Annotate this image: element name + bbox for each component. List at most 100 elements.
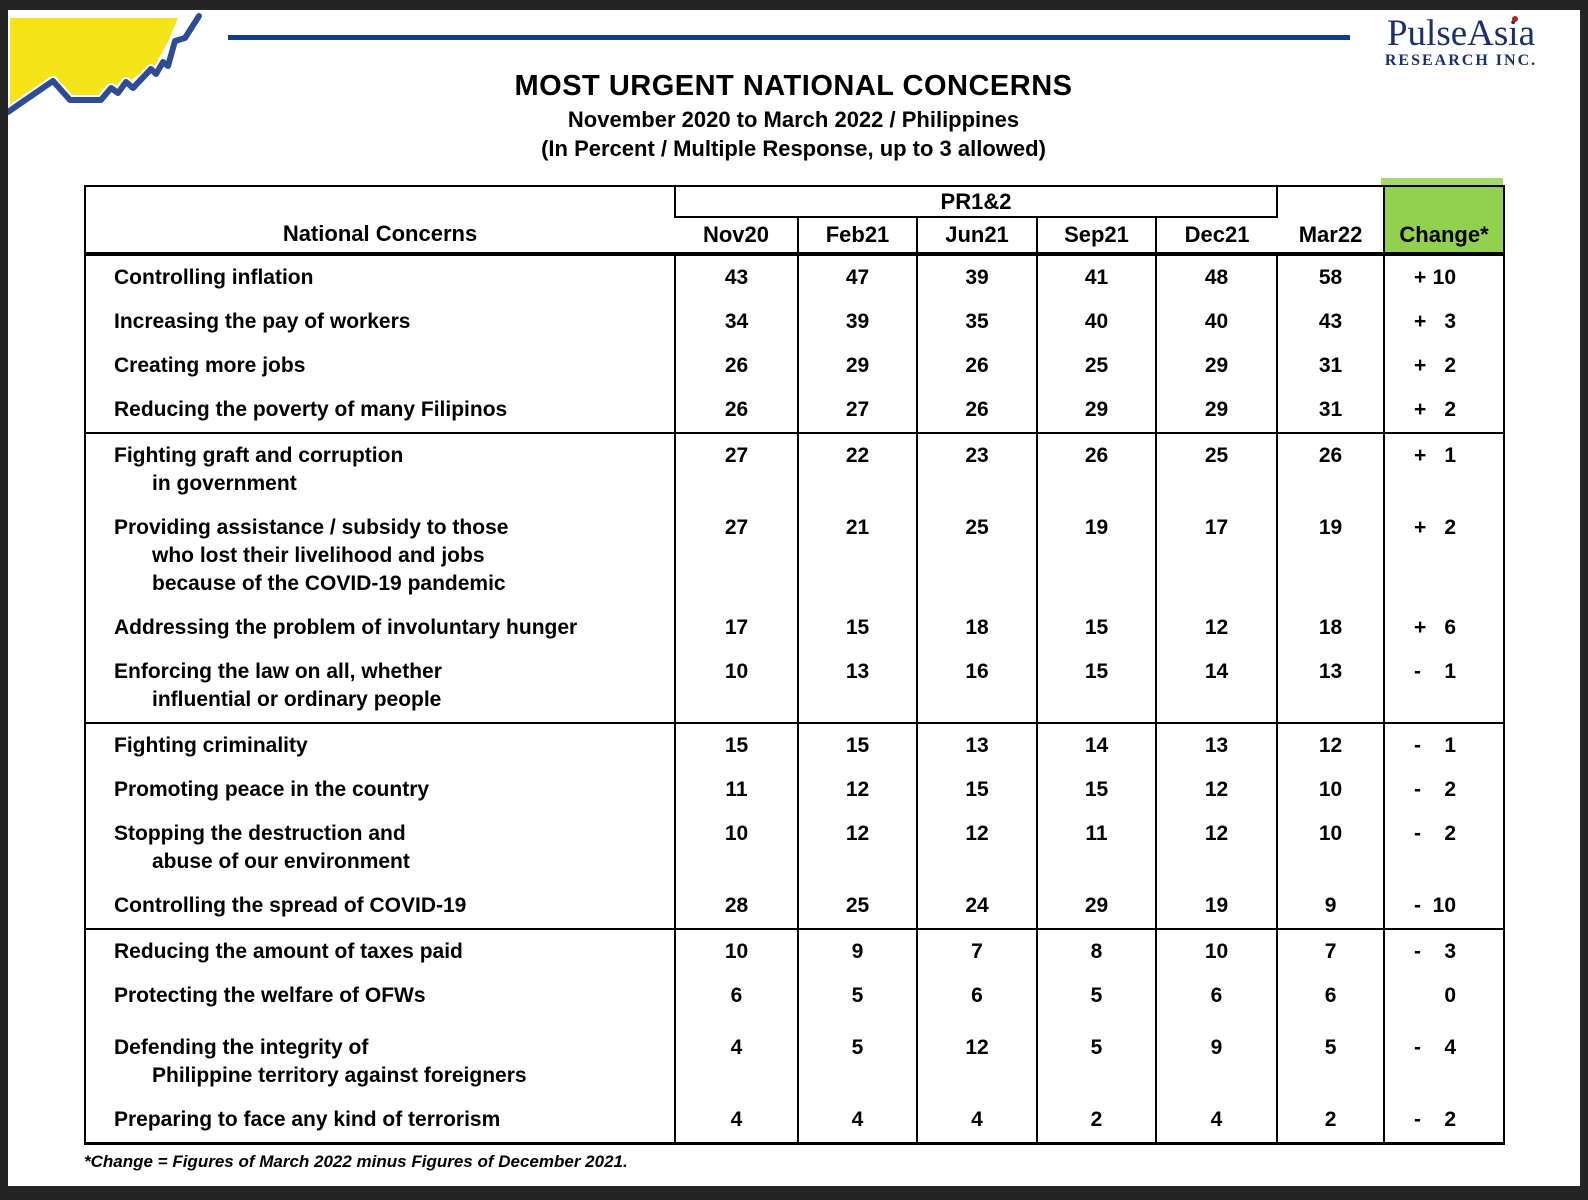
value-cell: 5 [797, 974, 917, 1026]
value-cell: 28 [674, 884, 798, 929]
value-cell: 6 [1154, 974, 1278, 1026]
value-cell: 27 [674, 432, 798, 506]
table-row: Providing assistance / subsidy to those w… [85, 506, 1505, 606]
value-cell: 29 [1154, 344, 1278, 388]
value-cell: 25 [916, 506, 1037, 606]
value-cell: 40 [1154, 300, 1278, 344]
col-header-sep21: Sep21 [1036, 217, 1156, 254]
value-cell: 13 [1276, 650, 1385, 723]
value-cell: 18 [916, 606, 1037, 650]
change-cell: -2 [1383, 768, 1505, 812]
col-header-jun21: Jun21 [916, 217, 1037, 254]
value-cell: 40 [1036, 300, 1156, 344]
page-subtitle-method: (In Percent / Multiple Response, up to 3… [541, 136, 1046, 161]
value-cell: 12 [1276, 722, 1385, 768]
concern-cell: Stopping the destruction and abuse of our… [85, 812, 675, 884]
table-row: Increasing the pay of workers 34 39 35 40 40 4… [85, 300, 1505, 344]
table-body: Controlling inflation 43 47 39 41 48 58 +10 Incr… [85, 252, 1505, 1144]
value-cell: 25 [797, 884, 917, 929]
value-cell: 6 [1276, 974, 1385, 1026]
concern-cell: Fighting criminality [85, 722, 675, 768]
value-cell: 58 [1276, 252, 1385, 300]
value-cell: 4 [674, 1026, 798, 1098]
value-cell: 17 [674, 606, 798, 650]
value-cell: 25 [1036, 344, 1156, 388]
value-cell: 14 [1154, 650, 1278, 723]
value-cell: 6 [674, 974, 798, 1026]
value-cell: 7 [916, 928, 1037, 974]
concern-line: Fighting graft and corruption [114, 444, 404, 467]
concern-line: Protecting the welfare of OFWs [114, 984, 426, 1007]
table-row: Fighting graft and corruption in governme… [85, 432, 1505, 506]
concern-line: Stopping the destruction and [114, 822, 406, 845]
value-cell: 5 [1036, 1026, 1156, 1098]
value-cell: 19 [1154, 884, 1278, 929]
col-header-dec21: Dec21 [1154, 217, 1278, 254]
value-cell: 15 [916, 768, 1037, 812]
col-header-mar22: Mar22 [1298, 222, 1363, 247]
value-cell: 27 [797, 388, 917, 433]
value-cell: 41 [1036, 252, 1156, 300]
value-cell: 13 [797, 650, 917, 723]
concern-line: Creating more jobs [114, 354, 306, 377]
value-cell: 47 [797, 252, 917, 300]
value-cell: 19 [1036, 506, 1156, 606]
table-row: Stopping the destruction and abuse of our… [85, 812, 1505, 884]
concern-line: who lost their livelihood and jobs [152, 544, 485, 567]
concern-cell: Controlling inflation [85, 252, 675, 300]
value-cell: 15 [674, 722, 798, 768]
value-cell: 23 [916, 432, 1037, 506]
table-row: Fighting criminality 15 15 13 14 13 12-1 [85, 722, 1505, 768]
change-cell: +10 [1383, 252, 1505, 300]
concern-cell: Reducing the amount of taxes paid [85, 928, 675, 974]
value-cell: 15 [797, 722, 917, 768]
value-cell: 26 [916, 388, 1037, 433]
value-cell: 16 [916, 650, 1037, 723]
pulse-asia-trend-logo-icon [8, 11, 204, 117]
col-header-feb21: Feb21 [797, 217, 917, 254]
brand-name-part: PulseAs [1386, 13, 1509, 54]
concern-line: Controlling the spread of COVID-19 [114, 894, 467, 917]
change-cell: -4 [1383, 1026, 1505, 1098]
value-cell: 9 [1276, 884, 1385, 929]
value-cell: 43 [1276, 300, 1385, 344]
value-cell: 26 [1276, 432, 1385, 506]
value-cell: 29 [1154, 388, 1278, 433]
value-cell: 8 [1036, 928, 1156, 974]
concern-cell: Promoting peace in the country [85, 768, 675, 812]
col-group-header-pr1and2: PR1&2 [673, 186, 1279, 218]
value-cell: 12 [916, 812, 1037, 884]
value-cell: 39 [797, 300, 917, 344]
table-row: Addressing the problem of involuntary hu… [85, 606, 1505, 650]
concern-line: Reducing the poverty of many Filipinos [114, 398, 508, 421]
value-cell: 26 [916, 344, 1037, 388]
concern-cell: Increasing the pay of workers [85, 300, 675, 344]
value-cell: 13 [1154, 722, 1278, 768]
value-cell: 10 [1154, 928, 1278, 974]
concern-line: because of the COVID-19 pandemic [152, 572, 506, 595]
change-column-green-cap [1381, 178, 1503, 185]
change-cell: -1 [1383, 722, 1505, 768]
concern-cell: Addressing the problem of involuntary hu… [85, 606, 675, 650]
concern-line: Promoting peace in the country [114, 778, 430, 801]
change-cell: +2 [1383, 506, 1505, 606]
page-title: MOST URGENT NATIONAL CONCERNS [514, 70, 1073, 102]
value-cell: 4 [1154, 1098, 1278, 1144]
value-cell: 6 [916, 974, 1037, 1026]
concern-line: Fighting criminality [114, 734, 308, 757]
value-cell: 10 [674, 812, 798, 884]
value-cell: 29 [1036, 884, 1156, 929]
change-cell: +3 [1383, 300, 1505, 344]
value-cell: 24 [916, 884, 1037, 929]
value-cell: 48 [1154, 252, 1278, 300]
value-cell: 31 [1276, 388, 1385, 433]
concern-line: Controlling inflation [114, 266, 314, 289]
concerns-table: National Concerns PR1&2 Mar22 Change* No… [84, 185, 1506, 1145]
value-cell: 26 [674, 344, 798, 388]
value-cell: 15 [1036, 650, 1156, 723]
value-cell: 26 [1036, 432, 1156, 506]
concern-line: in government [152, 472, 297, 495]
change-cell: +1 [1383, 432, 1505, 506]
value-cell: 35 [916, 300, 1037, 344]
value-cell: 17 [1154, 506, 1278, 606]
